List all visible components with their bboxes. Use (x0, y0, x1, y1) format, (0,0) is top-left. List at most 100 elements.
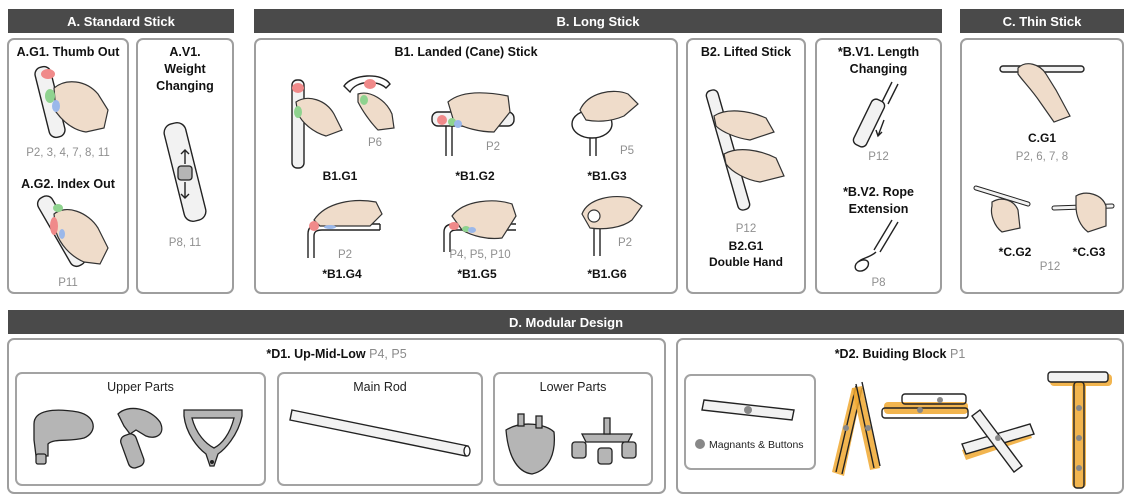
main-rod-icon (289, 409, 469, 457)
c-g1-label: C.G1 (1027, 131, 1056, 145)
tripod-foot-icon (621, 441, 637, 459)
b1-g1-participants: P6 (367, 137, 383, 149)
section-header-d-label: D. Modular Design (508, 314, 624, 330)
rod-end-icon (463, 445, 471, 457)
section-header-b-label: B. Long Stick (556, 13, 640, 29)
block-rod-icon (881, 407, 969, 419)
tripod-foot-icon (571, 441, 587, 459)
b1-g2-participants: P2 (485, 141, 501, 153)
handle-part-icon (117, 407, 163, 438)
c-g1-illustration (999, 63, 1085, 123)
magnet-dot-icon (744, 406, 752, 414)
a-g1-illustration (34, 65, 109, 139)
b1-g3-participants: P5 (619, 145, 635, 157)
tripod-base-icon (580, 433, 634, 443)
inner-rod-icon (881, 81, 893, 103)
c-g2-illustration (973, 185, 1031, 233)
magnet-dot-legend-icon (695, 439, 705, 449)
green-marker-icon (53, 204, 63, 212)
blue-marker-icon (454, 120, 462, 128)
cane-handle-icon (313, 229, 380, 258)
stick-icon (291, 79, 305, 169)
b2-g1-label-line1: B2.G1 (728, 239, 764, 253)
a-v1-title-line2: Weight (164, 62, 206, 76)
connector-icon (210, 460, 214, 464)
d2-legend-box (684, 374, 816, 470)
bv2-title-line1: *B.V2. Rope (843, 185, 914, 199)
d2-legend-label: Magnants & Buttons (709, 439, 804, 451)
red-marker-icon (50, 217, 58, 235)
knob-icon (587, 209, 601, 223)
hand-icon (579, 90, 639, 122)
b1-g1-label: B1.G1 (322, 169, 358, 183)
b1-g5-label: *B1.G5 (457, 267, 497, 281)
inner-rod-icon (887, 83, 899, 105)
magnet-dot-icon (1076, 465, 1082, 471)
c-g3-label: *C.G3 (1072, 245, 1106, 259)
magnet-dot-icon (995, 435, 1001, 441)
a-g2-participants: P11 (58, 277, 78, 289)
d1-title-text: *D1. Up-Mid-Low (266, 347, 366, 361)
section-header-a: A. Standard Stick (8, 9, 234, 33)
bv1-title-line2: Changing (849, 62, 908, 76)
a-v1-title-line3: Changing (156, 79, 214, 93)
block-rod-icon (901, 393, 967, 405)
a-g2-title: A.G2. Index Out (21, 177, 115, 191)
magnet-dot-icon (843, 425, 849, 431)
green-marker-icon (45, 89, 55, 103)
stick-icon (879, 221, 899, 253)
blue-marker-icon (468, 227, 476, 233)
hand-icon (53, 81, 109, 133)
red-marker-icon (41, 69, 55, 79)
hand-icon (447, 92, 511, 133)
d1-main-rod-title: Main Rod (353, 380, 407, 394)
bv2-title: *B.V2. Rope Extension (815, 184, 942, 218)
c-g2-label: *C.G2 (998, 245, 1032, 259)
cane-handle-icon (449, 229, 516, 252)
b1-title: B1. Landed (Cane) Stick (394, 45, 538, 59)
b1-g1-illustration (291, 75, 395, 169)
magnet-dot-icon (937, 397, 943, 403)
bv1-title-line1: *B.V1. Length (837, 45, 920, 59)
magnet-dot-icon (865, 425, 871, 431)
b1-g4-label: *B1.G4 (322, 267, 362, 281)
b1-g5-illustration (443, 200, 517, 252)
d2-title: *D2. Buiding Block P1 (676, 346, 1124, 363)
stick-icon (873, 219, 893, 251)
connector-icon (35, 453, 47, 465)
a-v1-participants: P8, 11 (168, 237, 202, 249)
d1-main-rod-illustration (289, 409, 471, 457)
b2-participants: P12 (735, 223, 757, 235)
b1-g4-participants: P2 (337, 249, 353, 261)
b1-g2-illustration (431, 92, 515, 156)
bv2-illustration (854, 219, 899, 272)
d1-lower-parts-illustration (505, 413, 637, 475)
b2-title: B2. Lifted Stick (700, 45, 792, 59)
b2-g1-label: B2.G1 Double Hand (686, 238, 806, 270)
thin-stick-fill (974, 186, 1030, 206)
bv1-illustration (852, 81, 899, 148)
d1-participants: P4, P5 (369, 347, 407, 361)
section-header-a-label: A. Standard Stick (67, 13, 175, 29)
b1-g3-illustration (571, 90, 639, 156)
magnet-dot-icon (1076, 405, 1082, 411)
bv2-title-line2: Extension (848, 202, 909, 216)
green-marker-icon (360, 95, 368, 105)
hand-icon (723, 149, 785, 183)
magnet-dot-icon (917, 407, 923, 413)
d1-upper-parts-title: Upper Parts (107, 380, 174, 394)
hand-icon (713, 110, 775, 141)
panel-b-variations (815, 38, 942, 294)
blue-marker-icon (52, 100, 60, 112)
section-header-c: C. Thin Stick (960, 9, 1124, 33)
foot-part-icon (505, 423, 556, 475)
block-rod-icon (1047, 371, 1109, 383)
green-marker-icon (294, 106, 302, 118)
tripod-foot-icon (597, 447, 613, 465)
b2-illustration (705, 89, 785, 211)
c-g2g3-participants: P12 (1039, 261, 1061, 273)
a-g1-title: A.G1. Thumb Out (16, 45, 120, 59)
d2-title-text: *D2. Buiding Block (834, 347, 947, 361)
b1-g2-label: *B1.G2 (455, 169, 495, 183)
a-g2-illustration (36, 195, 109, 268)
